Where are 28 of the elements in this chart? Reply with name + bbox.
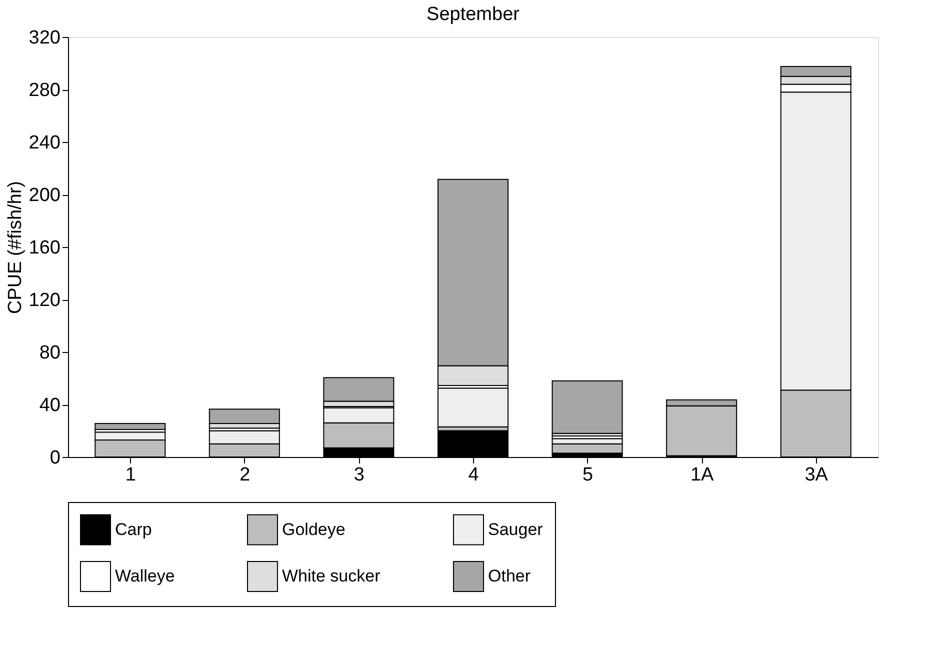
y-tick-label: 120 bbox=[28, 290, 60, 311]
legend-label: Carp bbox=[115, 520, 152, 539]
bar bbox=[94, 423, 166, 430]
y-tick-label: 40 bbox=[39, 395, 60, 416]
x-tick-label: 3A bbox=[804, 464, 828, 486]
y-tick-label: 80 bbox=[39, 342, 60, 364]
x-tick-label: 1 bbox=[125, 464, 136, 486]
x-tick-label: 1A bbox=[690, 464, 714, 486]
y-tick-label: 160 bbox=[28, 238, 60, 258]
y-axis-title: CPUE (#fish/hr) bbox=[4, 180, 26, 314]
y-tick-label: 240 bbox=[28, 132, 60, 154]
x-tick-label: 4 bbox=[468, 464, 480, 486]
chart-title: September bbox=[426, 4, 520, 25]
y-tick-label: 0 bbox=[50, 448, 60, 468]
y-tick-label: 320 bbox=[28, 28, 60, 48]
bar bbox=[208, 408, 280, 424]
y-tick-label: 200 bbox=[28, 185, 60, 206]
legend-label: Other bbox=[488, 566, 531, 586]
legend-label: Goldeye bbox=[282, 520, 346, 539]
legend-label: White sucker bbox=[282, 566, 381, 586]
legend-label: Sauger bbox=[488, 520, 544, 539]
bar bbox=[552, 380, 623, 434]
y-tick-label: 280 bbox=[28, 80, 60, 101]
x-tick-label: 2 bbox=[240, 464, 250, 486]
x-tick-label: 5 bbox=[582, 464, 594, 486]
bar bbox=[438, 388, 508, 428]
legend-label: Walleye bbox=[115, 566, 175, 586]
x-tick-label: 3 bbox=[354, 464, 365, 486]
